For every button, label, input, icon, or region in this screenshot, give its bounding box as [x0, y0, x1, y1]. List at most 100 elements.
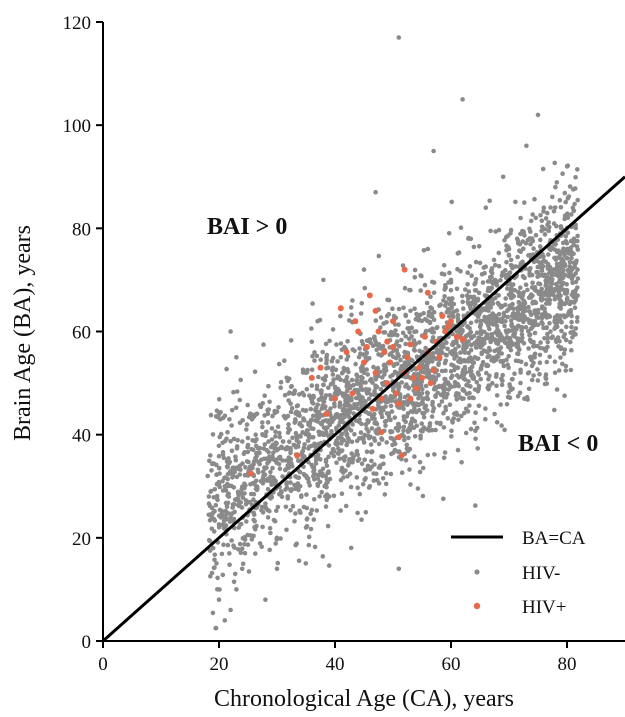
- hiv-negative-point: [288, 446, 293, 451]
- hiv-negative-point: [399, 337, 404, 343]
- hiv-negative-point: [419, 421, 425, 426]
- hiv-negative-point: [310, 435, 316, 440]
- hiv-negative-point: [368, 442, 374, 447]
- hiv-negative-point: [231, 516, 237, 522]
- hiv-negative-point: [489, 274, 494, 280]
- hiv-negative-point: [512, 315, 517, 321]
- hiv-negative-point: [402, 437, 407, 443]
- hiv-negative-point: [429, 329, 435, 335]
- hiv-positive-point: [427, 380, 434, 387]
- hiv-negative-point: [371, 471, 377, 476]
- hiv-negative-point: [447, 402, 453, 408]
- hiv-negative-point: [260, 469, 266, 475]
- hiv-negative-point: [572, 305, 578, 311]
- hiv-negative-point: [418, 288, 424, 293]
- hiv-negative-point: [313, 461, 319, 466]
- hiv-negative-point: [287, 427, 292, 432]
- hiv-negative-point: [533, 232, 539, 238]
- hiv-negative-point: [508, 344, 513, 349]
- hiv-negative-point: [328, 406, 333, 411]
- hiv-negative-point: [465, 299, 471, 305]
- hiv-negative-point: [469, 273, 474, 279]
- hiv-negative-point: [569, 255, 574, 261]
- hiv-negative-point: [314, 414, 320, 420]
- hiv-negative-point: [318, 388, 324, 394]
- hiv-negative-point: [320, 466, 326, 472]
- hiv-negative-point: [501, 363, 507, 369]
- hiv-negative-point: [441, 410, 446, 416]
- hiv-negative-point: [320, 349, 326, 355]
- hiv-negative-point: [472, 355, 478, 360]
- hiv-negative-point: [399, 470, 405, 476]
- hiv-negative-point: [297, 469, 303, 475]
- hiv-negative-point: [234, 474, 240, 480]
- hiv-negative-point: [231, 543, 236, 548]
- hiv-negative-point: [452, 411, 457, 417]
- hiv-negative-point: [309, 396, 315, 402]
- hiv-negative-point: [470, 372, 475, 378]
- hiv-negative-point: [293, 511, 298, 516]
- hiv-negative-point: [334, 342, 339, 347]
- hiv-negative-point: [518, 215, 523, 221]
- hiv-negative-point: [471, 244, 477, 250]
- hiv-negative-point: [514, 236, 520, 241]
- hiv-negative-point: [547, 267, 552, 272]
- hiv-negative-point: [454, 365, 460, 370]
- hiv-negative-point: [370, 449, 375, 454]
- hiv-negative-point: [494, 420, 500, 425]
- hiv-negative-point: [230, 472, 235, 478]
- hiv-negative-point: [539, 315, 545, 321]
- hiv-negative-point: [358, 381, 364, 386]
- hiv-negative-point: [506, 306, 511, 312]
- hiv-negative-point: [492, 278, 498, 283]
- hiv-negative-point: [545, 339, 550, 345]
- hiv-negative-point: [350, 422, 355, 427]
- hiv-negative-point: [521, 340, 527, 346]
- hiv-negative-point: [286, 455, 292, 460]
- hiv-negative-point: [231, 485, 237, 490]
- hiv-negative-point: [460, 299, 466, 305]
- hiv-negative-point: [564, 164, 570, 169]
- hiv-negative-point: [263, 501, 268, 506]
- hiv-negative-point: [532, 308, 537, 314]
- hiv-negative-point: [447, 270, 452, 276]
- hiv-negative-point: [473, 259, 479, 265]
- hiv-negative-point: [296, 487, 301, 493]
- hiv-negative-point: [330, 372, 336, 377]
- hiv-negative-point: [526, 328, 531, 334]
- hiv-negative-point: [210, 545, 216, 551]
- hiv-negative-point: [292, 420, 298, 425]
- x-tick-label: 60: [442, 654, 461, 675]
- hiv-negative-point: [469, 368, 474, 374]
- hiv-negative-point: [365, 372, 371, 377]
- hiv-negative-point: [388, 417, 393, 423]
- hiv-negative-point: [437, 403, 442, 408]
- hiv-negative-point: [545, 210, 550, 216]
- hiv-negative-point: [387, 396, 393, 402]
- hiv-negative-point: [496, 250, 502, 256]
- hiv-negative-point: [560, 171, 565, 176]
- hiv-negative-point: [559, 328, 564, 334]
- hiv-negative-point: [537, 352, 543, 358]
- hiv-negative-point: [536, 281, 541, 286]
- hiv-negative-point: [529, 272, 535, 278]
- hiv-negative-point: [456, 417, 461, 423]
- hiv-negative-point: [529, 377, 535, 383]
- hiv-negative-point: [513, 199, 518, 205]
- hiv-negative-point: [542, 232, 548, 237]
- hiv-positive-point: [424, 289, 431, 296]
- hiv-negative-point: [567, 184, 573, 189]
- hiv-negative-point: [487, 326, 492, 332]
- hiv-negative-point: [539, 228, 544, 234]
- hiv-negative-point: [510, 282, 516, 287]
- hiv-negative-point: [229, 407, 235, 413]
- hiv-negative-point: [560, 361, 565, 367]
- hiv-positive-point: [384, 380, 391, 387]
- hiv-negative-point: [532, 196, 537, 202]
- hiv-negative-point: [343, 503, 349, 509]
- hiv-negative-point: [441, 263, 447, 268]
- hiv-negative-point: [274, 508, 279, 513]
- hiv-negative-point: [442, 286, 448, 291]
- hiv-negative-point: [388, 403, 394, 409]
- hiv-negative-point: [392, 415, 398, 420]
